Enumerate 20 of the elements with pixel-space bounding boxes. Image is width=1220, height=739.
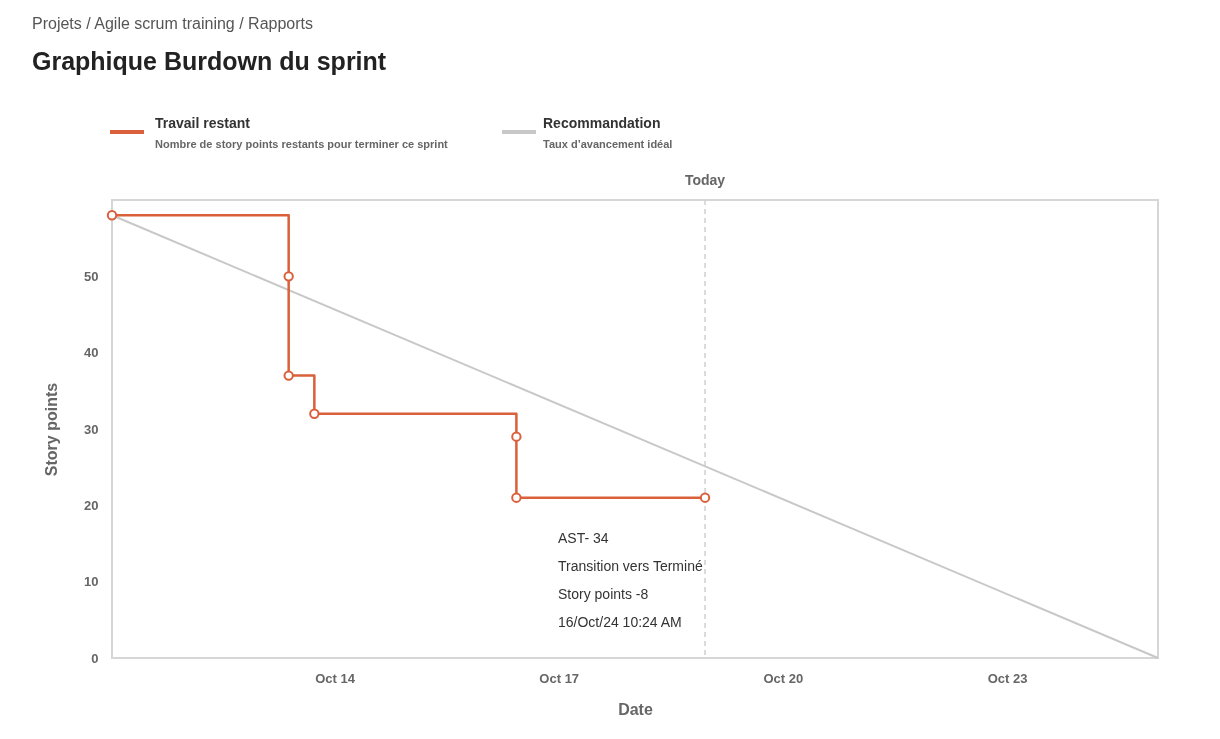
x-tick-label: Oct 23 — [987, 670, 1028, 686]
text: Nombre de story points restants pour terminer ce sprint — [155, 138, 449, 150]
legend-label: Recommandation — [543, 115, 661, 131]
y-tick-label: 20 — [84, 497, 99, 513]
legend-label: Travail restant — [155, 115, 251, 131]
annotation: AST- 34 Transition vers Terminé Story points -8 16/Oct/24 10:24 AM — [558, 530, 703, 630]
y-tick-label: 40 — [84, 345, 99, 361]
y-tick-label: 10 — [84, 574, 99, 590]
ref-line-label: Today — [684, 172, 726, 188]
y-tick-label: 0 — [91, 650, 99, 666]
chart-subtitle: Projets / Agile scrum training / Rapports — [32, 15, 314, 32]
x-tick-label: Oct 14 — [315, 670, 356, 686]
x-tick-label: Oct 20 — [763, 670, 804, 686]
x-axis-title: Date — [618, 700, 653, 718]
text: Taux d’avancement idéal — [543, 138, 673, 150]
y-tick-label: 30 — [84, 421, 99, 437]
x-tick-label: Oct 17 — [539, 670, 580, 686]
y-axis-title: Story points — [43, 382, 61, 477]
y-tick-label: 50 — [84, 268, 99, 284]
chart-title: Graphique Burdown du sprint — [32, 47, 387, 75]
